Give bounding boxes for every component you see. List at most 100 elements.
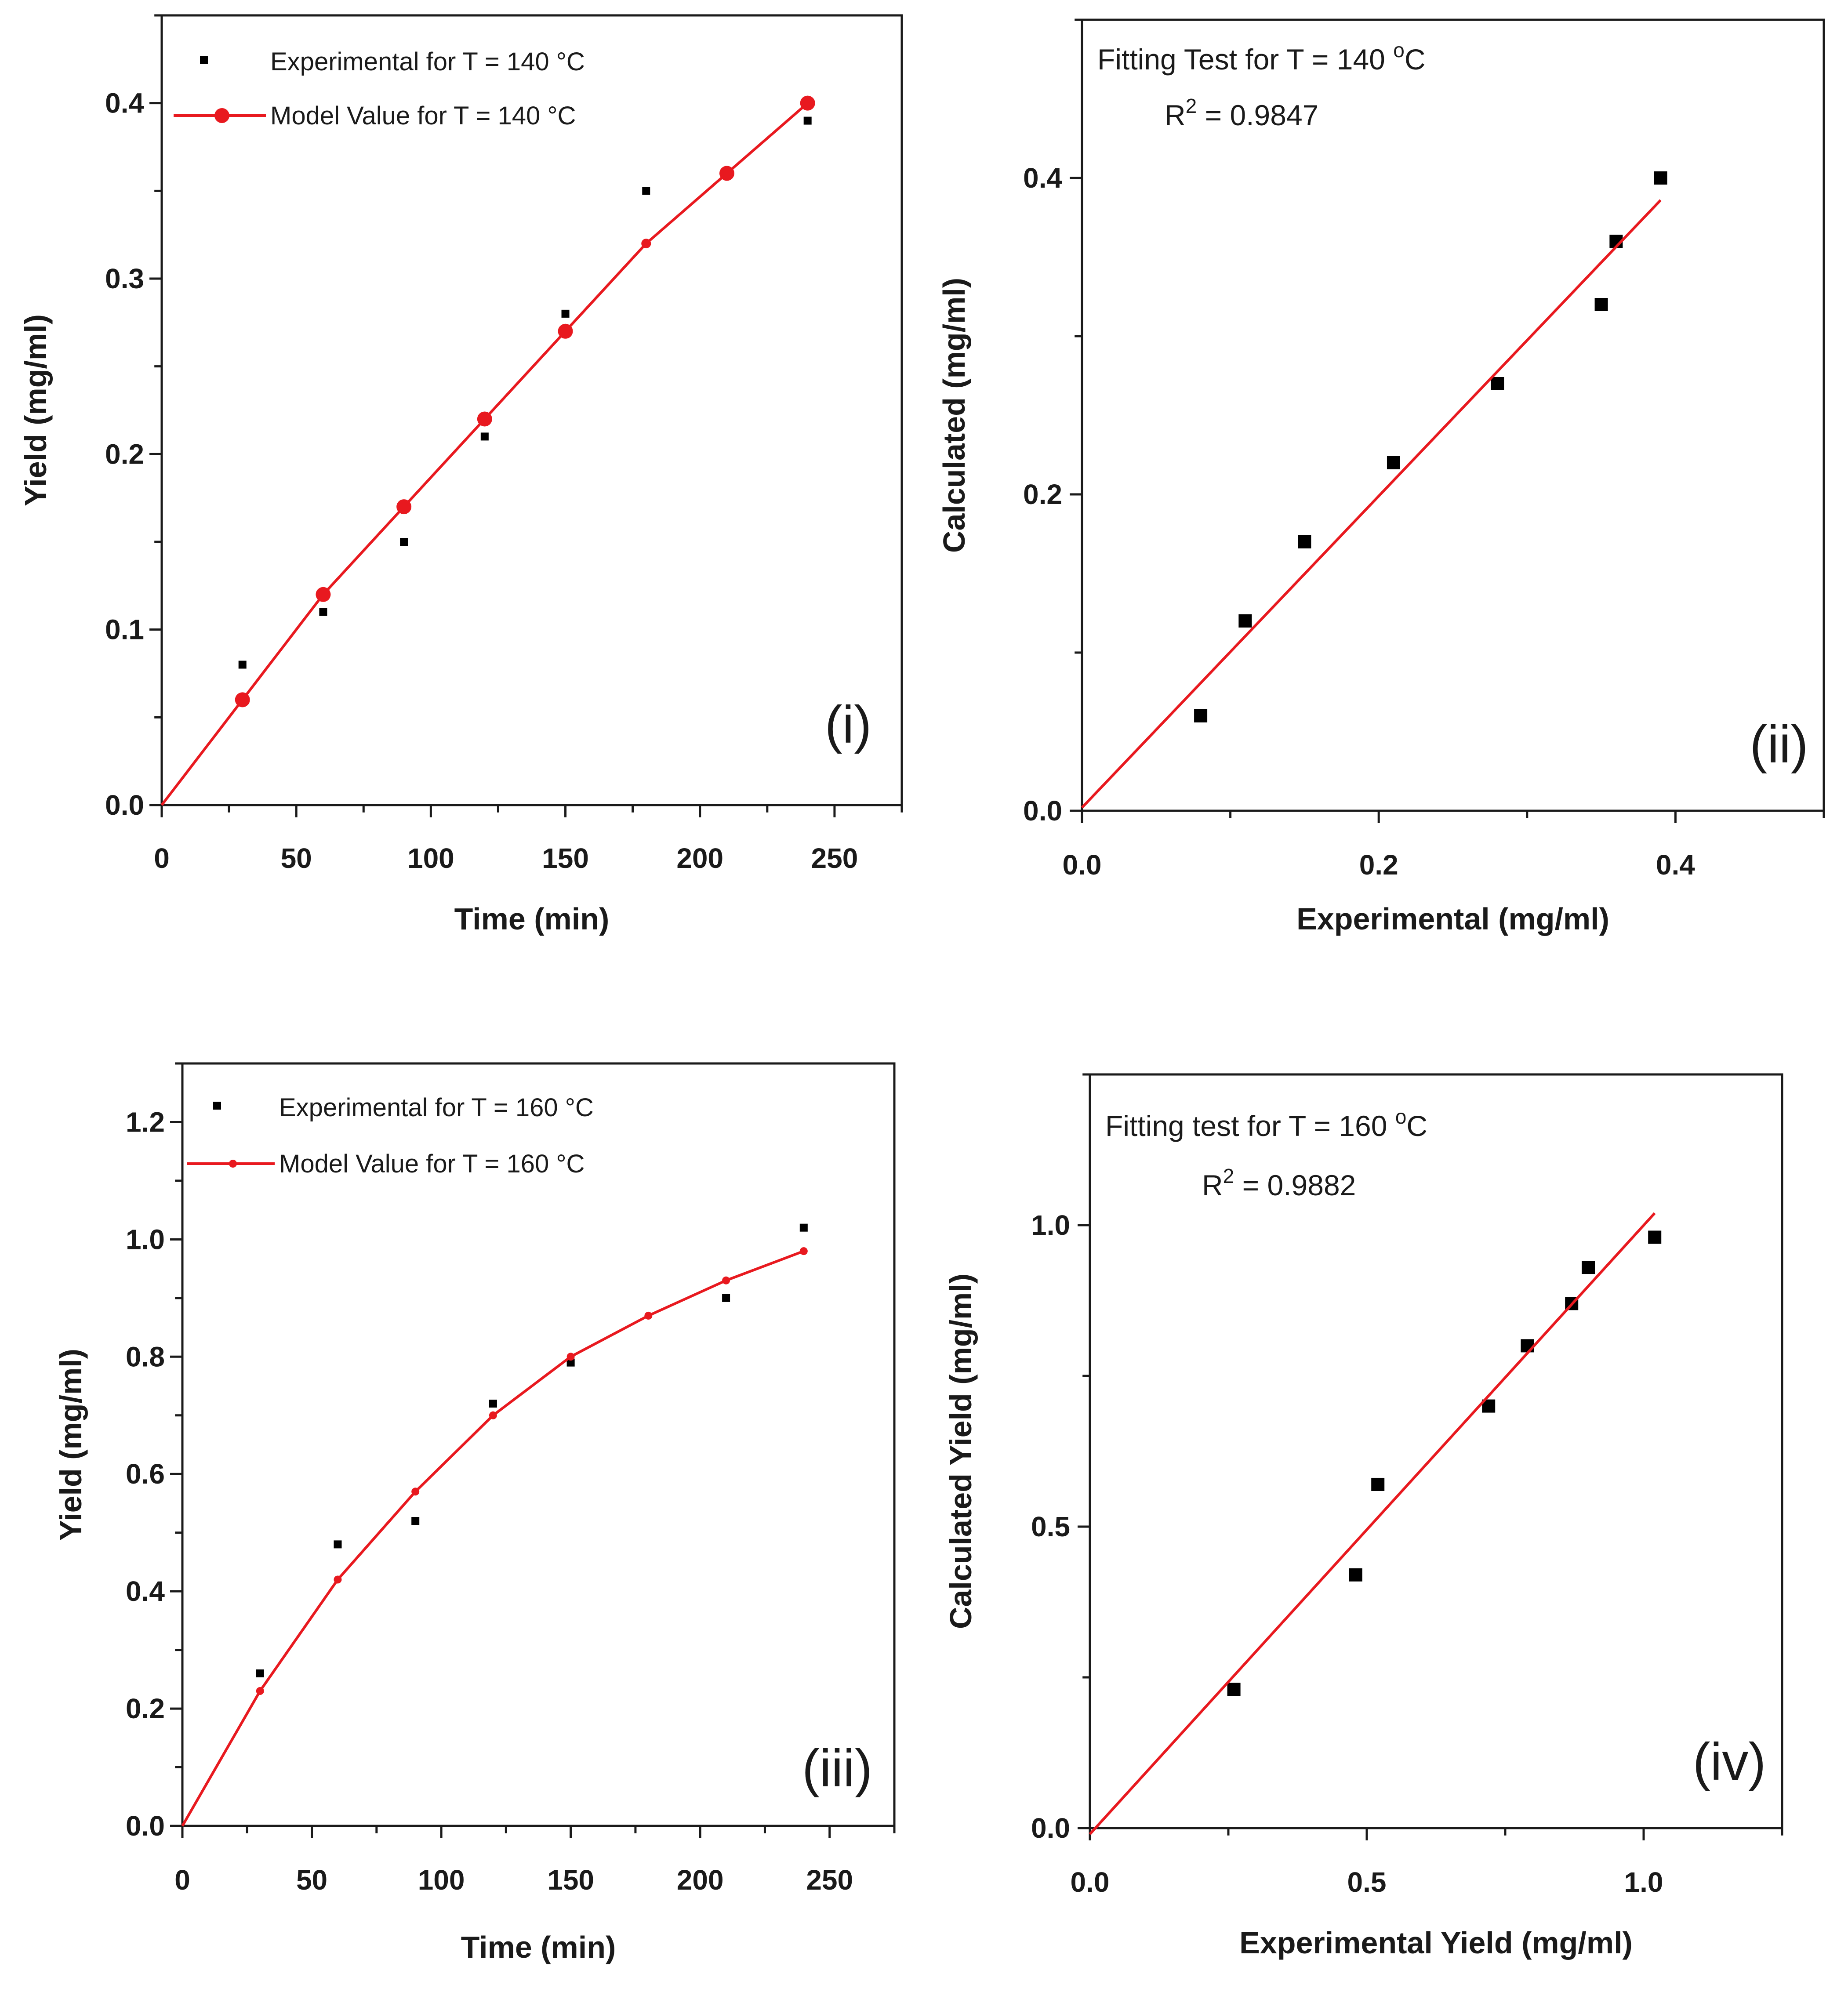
experimental-point (1238, 614, 1252, 628)
experimental-point (1648, 1230, 1662, 1244)
y-tick-label: 0.2 (1023, 479, 1062, 510)
plot-frame (1089, 1073, 1783, 1829)
fitting-test-annotation: Fitting Test for T = 140 oC (1097, 39, 1425, 76)
model-point (477, 411, 492, 427)
panel-label: (iii) (802, 1739, 872, 1798)
model-point (566, 1353, 575, 1361)
model-point (411, 1488, 420, 1496)
legend-experimental-marker (200, 56, 208, 64)
y-tick-label: 0.1 (105, 614, 144, 646)
experimental-point (1491, 377, 1504, 390)
legend-model-label: Model Value for T = 140 °C (270, 102, 576, 130)
x-tick-label: 150 (542, 842, 589, 874)
legend-experimental-marker (213, 1102, 221, 1110)
x-tick-label: 1.0 (1624, 1866, 1663, 1898)
model-point (799, 1247, 808, 1255)
y-tick-label: 0.4 (105, 87, 144, 119)
model-point (396, 499, 412, 515)
x-tick-label: 100 (418, 1864, 465, 1896)
model-point (334, 1575, 342, 1584)
experimental-point (400, 538, 408, 546)
model-point (489, 1411, 497, 1419)
y-tick-label: 0.8 (126, 1341, 165, 1372)
r-squared-annotation: R2 = 0.9847 (1165, 94, 1318, 131)
experimental-point (803, 116, 812, 125)
experimental-point (1298, 535, 1311, 548)
chart-panel-ii: Experimental (mg/ml) Calculated (mg/ml) … (937, 18, 1825, 936)
experimental-point (1654, 171, 1667, 185)
plot-frame (160, 14, 903, 806)
experimental-point (566, 1358, 575, 1367)
experimental-point (256, 1669, 264, 1677)
x-tick-label: 250 (806, 1864, 853, 1896)
experimental-point (334, 1540, 342, 1549)
x-axis-title: Time (min) (454, 902, 610, 936)
experimental-point (480, 432, 489, 441)
fitting-test-annotation: Fitting test for T = 160 oC (1105, 1105, 1427, 1142)
fit-line (1081, 199, 1662, 809)
y-tick-label: 0.0 (105, 789, 144, 821)
experimental-point (1194, 709, 1208, 722)
experimental-point (1227, 1683, 1241, 1696)
r-squared-symbol: R (1165, 99, 1186, 131)
legend-model-label: Model Value for T = 160 °C (279, 1150, 585, 1178)
experimental-point (1521, 1339, 1534, 1353)
chart-panel-iv: Experimental Yield (mg/ml) Calculated Yi… (944, 1073, 1783, 1960)
legend-experimental-label: Experimental for T = 140 °C (270, 47, 585, 76)
degree-unit: C (1406, 1110, 1427, 1142)
x-tick-label: 50 (281, 842, 312, 874)
degree-superscript: o (1395, 1105, 1407, 1128)
y-tick-label: 0.4 (1023, 162, 1062, 194)
degree-unit: C (1405, 43, 1426, 76)
x-tick-label: 150 (547, 1864, 594, 1896)
fit-line (1089, 1212, 1656, 1835)
y-axis-title: Yield (mg/ml) (54, 1349, 88, 1541)
x-axis-title: Time (min) (461, 1930, 616, 1964)
model-point (719, 166, 734, 181)
experimental-point (319, 608, 327, 616)
x-tick-label: 0.4 (1656, 849, 1695, 881)
chart-panel-iii: Time (min) Yield (mg/ml) (iii) Experimen… (54, 1062, 896, 1964)
x-tick-label: 0.0 (1063, 849, 1102, 881)
model-point (235, 692, 250, 708)
experimental-point (1349, 1568, 1362, 1582)
fitting-test-title: Fitting test for T = 160 (1105, 1110, 1395, 1142)
y-tick-label: 0.3 (105, 263, 144, 294)
y-tick-label: 1.2 (126, 1106, 165, 1138)
model-point (800, 95, 815, 111)
legend-experimental-label: Experimental for T = 160 °C (279, 1093, 594, 1122)
model-point (644, 1311, 653, 1320)
model-point (722, 1276, 730, 1284)
x-tick-label: 0 (174, 1864, 190, 1896)
experimental-point (722, 1294, 730, 1302)
legend-model-marker (214, 108, 229, 123)
plot-frame (181, 1062, 896, 1827)
chart-panel-i: Time (min) Yield (mg/ml) (i) Experimenta… (18, 14, 903, 936)
x-axis-title: Experimental Yield (mg/ml) (1239, 1926, 1633, 1960)
plot-frame (1081, 18, 1825, 812)
x-tick-label: 0.2 (1359, 849, 1398, 881)
y-axis-title: Calculated (mg/ml) (937, 278, 971, 553)
experimental-point (411, 1517, 420, 1525)
x-tick-label: 100 (407, 842, 454, 874)
x-tick-label: 50 (296, 1864, 327, 1896)
x-tick-label: 0.0 (1071, 1866, 1110, 1898)
experimental-point (1387, 456, 1400, 469)
x-tick-label: 250 (811, 842, 858, 874)
model-point (558, 323, 573, 339)
y-tick-label: 0.6 (126, 1458, 165, 1490)
model-point (256, 1687, 264, 1695)
y-axis-title: Calculated Yield (mg/ml) (944, 1274, 978, 1629)
legend-model-marker (229, 1160, 237, 1168)
x-axis-title: Experimental (mg/ml) (1296, 902, 1609, 936)
x-tick-label: 200 (676, 842, 723, 874)
x-tick-label: 200 (677, 1864, 724, 1896)
y-tick-label: 0.0 (1023, 795, 1062, 827)
y-tick-label: 0.0 (1031, 1812, 1070, 1844)
experimental-point (238, 660, 247, 669)
y-tick-label: 0.2 (105, 438, 144, 470)
experimental-point (489, 1400, 497, 1408)
y-tick-label: 0.4 (126, 1575, 165, 1607)
